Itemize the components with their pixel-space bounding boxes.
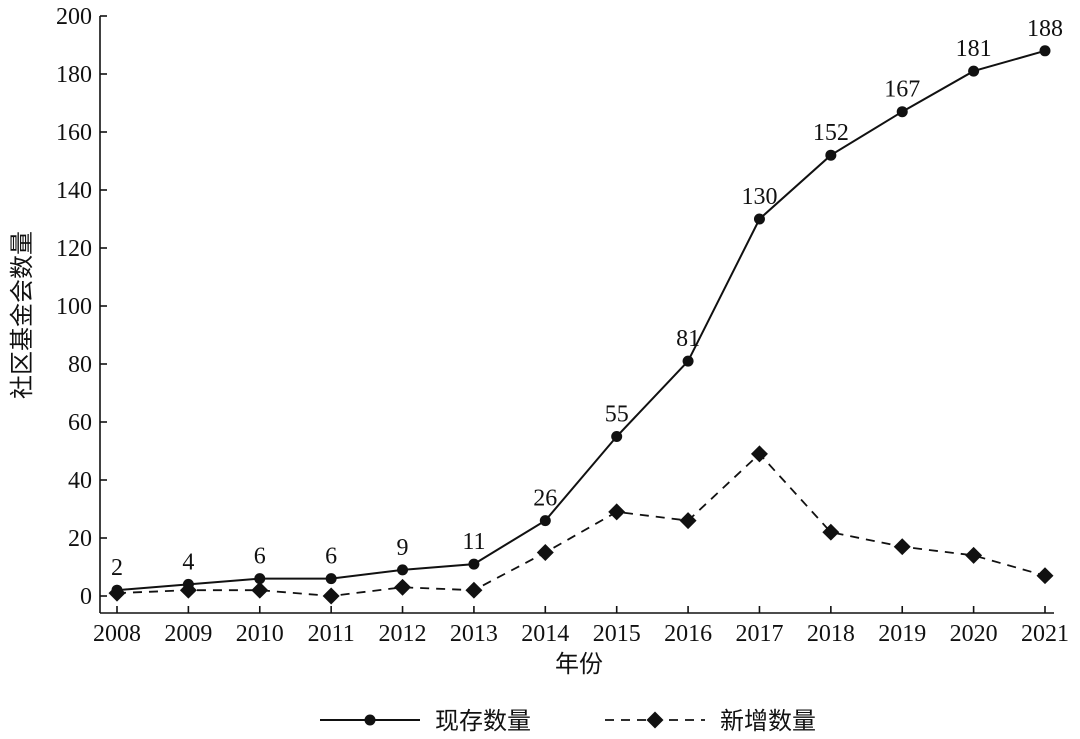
data-point-new — [965, 546, 983, 564]
data-point-existing — [325, 573, 337, 585]
data-label: 4 — [182, 549, 194, 575]
data-point-new — [394, 578, 412, 596]
x-tick-label: 2009 — [164, 621, 212, 647]
data-label: 2 — [111, 555, 123, 581]
data-point-existing — [397, 564, 409, 576]
data-point-existing — [896, 106, 908, 118]
data-point-new — [536, 544, 554, 561]
x-tick-label: 2020 — [950, 621, 998, 647]
x-tick-label: 2010 — [236, 621, 284, 647]
legend-label-existing: 现存数量 — [435, 707, 531, 735]
data-point-new — [893, 538, 911, 556]
data-point-existing — [753, 213, 765, 225]
y-tick-label: 160 — [56, 120, 92, 146]
x-tick-label: 2018 — [807, 621, 855, 647]
data-point-existing — [825, 149, 837, 161]
x-tick-label: 2016 — [664, 621, 712, 647]
x-tick-label: 2017 — [735, 621, 783, 647]
x-tick-label: 2019 — [878, 621, 926, 647]
x-axis-title: 年份 — [555, 650, 603, 678]
data-label: 181 — [956, 36, 992, 62]
y-tick-label: 100 — [56, 294, 92, 320]
data-point-existing — [468, 558, 480, 570]
data-label: 26 — [533, 486, 557, 512]
data-point-new — [108, 584, 126, 602]
y-tick-label: 140 — [56, 178, 92, 204]
legend-marker-new — [646, 711, 664, 729]
data-point-new — [322, 587, 340, 605]
data-point-existing — [682, 355, 694, 367]
data-point-new — [608, 503, 626, 521]
x-tick-label: 2008 — [93, 621, 141, 647]
y-tick-label: 20 — [68, 526, 92, 552]
data-label: 55 — [605, 402, 629, 428]
y-tick-label: 120 — [56, 236, 92, 262]
data-point-new — [465, 581, 483, 599]
data-label: 188 — [1027, 16, 1063, 42]
y-axis-title: 社区基金会数量 — [8, 231, 36, 399]
data-label: 81 — [676, 326, 700, 352]
x-tick-label: 2021 — [1021, 621, 1069, 647]
x-tick-label: 2012 — [379, 621, 427, 647]
data-point-existing — [539, 515, 551, 527]
y-ticks: 0 20 40 60 80 100 120 140 160 180 200 — [56, 4, 107, 610]
data-point-existing — [611, 431, 623, 442]
data-point-existing — [968, 65, 980, 77]
data-point-new — [251, 581, 269, 599]
legend: 现存数量 新增数量 — [320, 707, 816, 735]
series-layer: 2 4 6 6 9 11 26 55 81 130 152 167 181 188 — [108, 16, 1063, 605]
y-tick-label: 40 — [68, 468, 92, 494]
x-ticks: 2008 2009 2010 2011 2012 2013 2014 2015 2016 2017… — [93, 606, 1069, 647]
y-tick-label: 0 — [80, 584, 92, 610]
data-point-existing — [1039, 45, 1051, 57]
y-tick-label: 180 — [56, 62, 92, 88]
data-label: 130 — [741, 184, 777, 210]
data-point-new — [822, 523, 840, 541]
x-tick-label: 2011 — [308, 621, 355, 647]
x-tick-label: 2014 — [521, 621, 569, 647]
y-tick-label: 200 — [56, 4, 92, 30]
series-line-new — [116, 452, 1046, 597]
axes — [99, 16, 1054, 614]
data-label: 9 — [397, 535, 409, 561]
data-point-new — [679, 512, 697, 530]
data-point-new — [750, 445, 768, 463]
legend-marker-existing — [364, 714, 376, 726]
y-tick-label: 60 — [68, 410, 92, 436]
data-label: 11 — [462, 529, 485, 555]
data-label: 152 — [813, 120, 849, 146]
data-label: 6 — [254, 544, 266, 570]
series-line-existing — [116, 49, 1046, 592]
data-point-new — [1036, 567, 1054, 585]
y-tick-label: 80 — [68, 352, 92, 378]
data-point-existing — [254, 573, 266, 585]
data-label: 6 — [325, 544, 337, 570]
data-point-new — [179, 581, 197, 599]
x-tick-label: 2015 — [593, 621, 641, 647]
data-label: 167 — [884, 77, 920, 103]
legend-label-new: 新增数量 — [720, 707, 816, 735]
x-tick-label: 2013 — [450, 621, 498, 647]
